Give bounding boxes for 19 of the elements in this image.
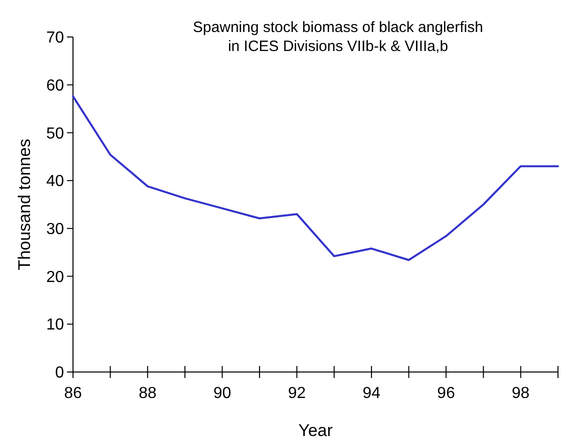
y-tick-label: 30 [46,221,64,238]
x-axis-title: Year [298,421,334,440]
y-tick-label: 10 [46,316,64,334]
x-tick-label: 92 [288,385,306,402]
line-series [72,95,559,262]
y-tick-label: 60 [46,77,64,94]
x-tick-label: 86 [64,385,82,402]
y-tick-label: 50 [46,125,64,142]
x-tick-label: 98 [512,385,530,402]
x-tick-label: 88 [138,385,157,402]
x-tick-label: 96 [437,385,456,402]
x-tick-label: 94 [362,385,380,402]
y-axis-title: Thousand tonnes [15,138,34,270]
x-tick-label: 90 [213,385,232,402]
y-tick-label: 70 [46,30,64,47]
y-tick-label: 0 [55,364,64,382]
y-tick-label: 20 [46,268,64,286]
chart-title: Spawning stock biomass of black anglerfish in ICES Divisions VIIb-k & VIIIa,b [192,19,484,55]
y-tick-label: 40 [46,173,64,190]
